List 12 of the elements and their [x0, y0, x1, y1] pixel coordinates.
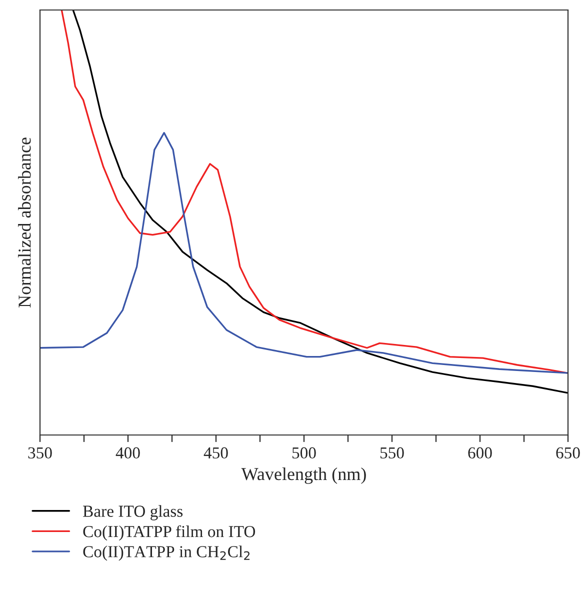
legend-label: Co(II)TATPP film on ITO: [83, 525, 256, 541]
x-tick-label: 500: [292, 447, 316, 459]
x-tick-label: 600: [468, 447, 492, 459]
x-tick-label: 550: [380, 447, 404, 459]
y-axis-title: Normalized absorbance: [18, 138, 31, 308]
legend-label: Bare ITO glass: [83, 505, 183, 520]
legend-label: Co(II)TATPP in CH$_{2}$Cl$_{2}$: [83, 546, 250, 561]
x-tick-label: 450: [204, 447, 228, 459]
x-tick-label: 400: [116, 447, 140, 459]
x-tick-label: 650: [556, 447, 580, 459]
x-axis-title: Wavelength (nm): [241, 467, 366, 484]
x-tick-label: 350: [28, 447, 52, 459]
